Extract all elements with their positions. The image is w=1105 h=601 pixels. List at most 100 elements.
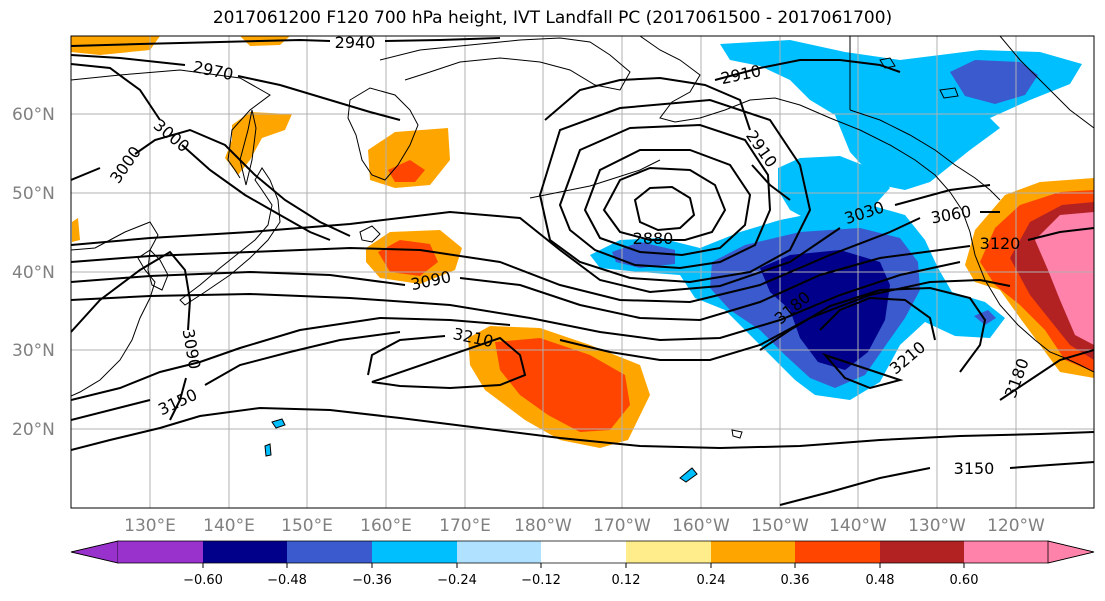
colorbar-tick-label: −0.60 [183, 573, 223, 588]
contour-3000-b [71, 128, 351, 237]
latitude-labels: 60°N 50°N 40°N 30°N 20°N [12, 105, 55, 440]
hudson [999, 36, 1094, 129]
colorbar-segment [118, 541, 203, 563]
positive-shading [225, 112, 292, 175]
colorbar-segment [626, 541, 711, 563]
lat-label: 50°N [12, 184, 55, 204]
colorbar-tick-label: 0.60 [950, 573, 979, 588]
positive-shading [1035, 212, 1094, 345]
aleutians [529, 159, 661, 199]
lon-label: 140°E [203, 516, 255, 536]
lon-label: 140°W [829, 516, 887, 536]
colorbar-segment [70, 540, 119, 564]
colorbar-segment [795, 541, 880, 563]
asia-coast [71, 221, 159, 397]
contour-3120 [71, 227, 1094, 342]
lat-label: 60°N [12, 105, 55, 125]
sakhalin-coast [239, 109, 257, 186]
shaded-field [71, 36, 1094, 448]
colorbar-segment [711, 541, 795, 563]
contour-label: 3120 [980, 234, 1021, 253]
contour-3180-a [71, 331, 401, 421]
colorbar-tick-label: 0.36 [781, 573, 810, 588]
contour-label: 3150 [155, 385, 200, 419]
positive-shading [368, 128, 450, 188]
colorbar-tick-label: −0.12 [521, 573, 561, 588]
lon-label: 170°E [439, 516, 491, 536]
contour-2970 [71, 54, 401, 121]
islands [264, 225, 743, 483]
contour-3030 [71, 184, 991, 294]
lat-label: 40°N [12, 263, 55, 283]
lon-label: 160°E [360, 516, 412, 536]
coastlines [71, 36, 1094, 397]
map-frame [70, 35, 1095, 509]
siberia-coast [71, 69, 271, 179]
height-contours [71, 37, 1094, 506]
contour-ring-4 [558, 123, 772, 270]
contour-3060 [71, 211, 1000, 304]
positive-shading [388, 160, 425, 182]
colorbar-tick-label: 0.48 [866, 573, 895, 588]
contour-2880-ring-2 [602, 166, 727, 241]
island [359, 225, 381, 243]
colorbar-segment [287, 541, 372, 563]
island [731, 429, 743, 439]
contour-label: 2910 [742, 127, 781, 171]
contour-3090-west [71, 250, 192, 421]
contour-label: 3150 [954, 459, 995, 478]
alaska-coast [639, 36, 1094, 373]
japan-coast [179, 167, 281, 306]
contour-2910-b [544, 76, 791, 201]
negative-shading [720, 40, 1082, 190]
colorbar-segment [203, 541, 287, 563]
colorbar-outline [70, 540, 1095, 564]
lon-label: 150°E [281, 516, 333, 536]
colorbar-tick-label: −0.48 [267, 573, 307, 588]
longitude-labels: 130°E 140°E 150°E 160°E 170°E 180°W 170°… [124, 516, 1045, 536]
positive-shading [495, 338, 630, 432]
lon-label: 170°W [593, 516, 651, 536]
negative-shading [974, 310, 996, 325]
contour-3150-south [779, 461, 1094, 506]
contour-3210-east [819, 296, 936, 390]
contour-label: 2880 [633, 229, 674, 248]
contour-ring-5 [538, 98, 812, 284]
contour-3180-south [71, 406, 1094, 451]
lon-label: 150°W [751, 516, 809, 536]
lat-label: 20°N [12, 420, 55, 440]
contour-ring-3 [583, 149, 752, 257]
kamchatka-coast [347, 87, 419, 181]
contour-label: 3180 [1001, 356, 1033, 401]
contour-2940 [71, 37, 501, 47]
contour-2880-ring-1 [633, 185, 696, 232]
contour-label: 2970 [191, 57, 235, 84]
colorbar-segment [372, 541, 457, 563]
contour-label: 3060 [929, 202, 972, 228]
lon-label: 180°W [514, 516, 572, 536]
lon-label: 130°E [124, 516, 176, 536]
contour-3180-east [759, 286, 1094, 401]
lon-label: 130°W [908, 516, 966, 536]
colorbar-tick-label: 0.24 [697, 573, 726, 588]
colorbar: −0.60 −0.48 −0.36 −0.24 −0.12 0.12 0.24 … [70, 540, 1095, 588]
contour-3000-a [71, 63, 331, 241]
canada-coast [849, 36, 1001, 201]
colorbar-segment [964, 541, 1048, 563]
contour-3150 [71, 278, 1011, 401]
contour-label: 2940 [335, 33, 376, 52]
colorbar-tick-label: −0.24 [437, 573, 477, 588]
colorbar-segment [1047, 540, 1095, 564]
contour-3090 [71, 245, 971, 322]
colorbar-tick-label: 0.12 [612, 573, 641, 588]
lon-label: 120°W [987, 516, 1045, 536]
colorbar-segment [880, 541, 964, 563]
lat-label: 30°N [12, 341, 55, 361]
colorbar-segment [541, 541, 626, 563]
negative-shading [778, 156, 890, 222]
island [271, 418, 286, 429]
chukotka-coast [379, 37, 631, 91]
korea-coast [147, 248, 169, 291]
colorbar-ticks [202, 563, 965, 568]
